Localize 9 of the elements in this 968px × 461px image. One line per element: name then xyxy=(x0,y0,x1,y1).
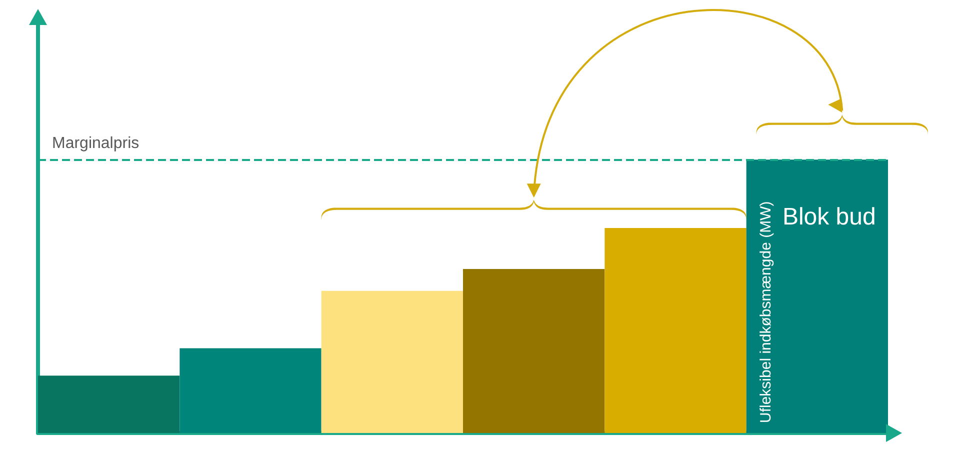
annotation: Ufleksibel indkøbsmængde (MW) xyxy=(757,201,774,423)
bar xyxy=(463,269,605,433)
bar xyxy=(321,290,463,433)
bar xyxy=(746,160,888,433)
annotation: Blok bud xyxy=(782,204,876,231)
ref-line-label: Marginalpris xyxy=(52,135,140,152)
bar xyxy=(180,348,322,433)
bar xyxy=(38,376,180,433)
bar xyxy=(604,228,746,433)
